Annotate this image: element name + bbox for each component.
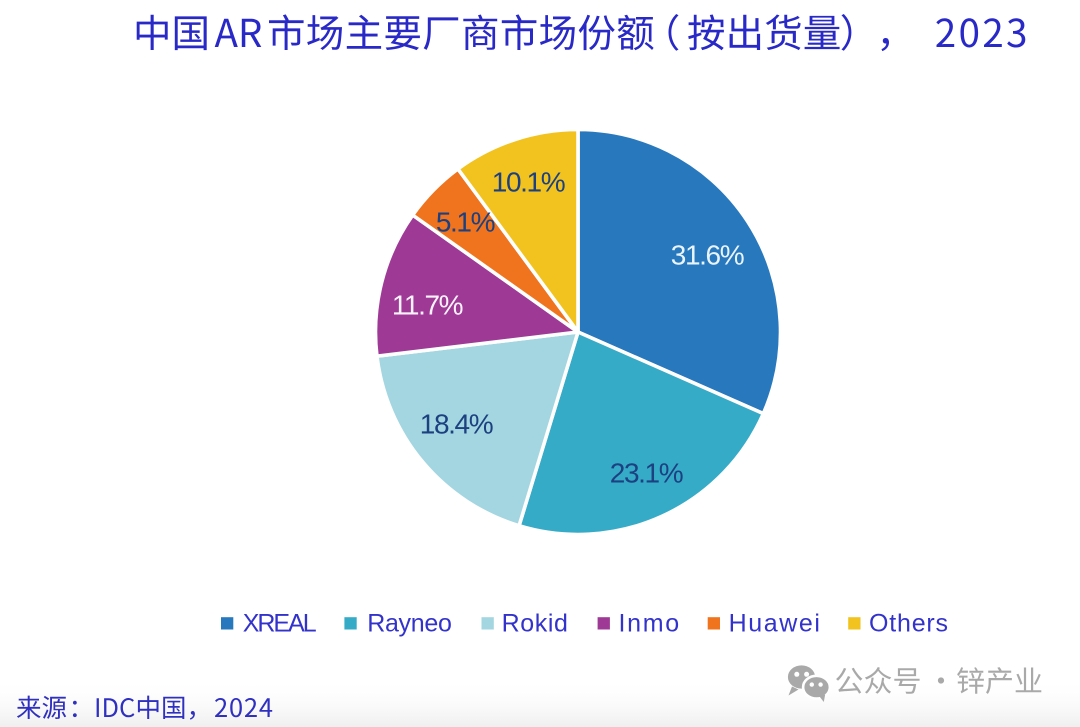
svg-text:Others: Others	[869, 610, 949, 638]
svg-text:31.6%: 31.6%	[671, 240, 744, 271]
svg-text:Rokid: Rokid	[502, 610, 569, 638]
svg-text:11.7%: 11.7%	[392, 290, 463, 321]
svg-text:XREAL: XREAL	[243, 610, 317, 638]
svg-text:23.1%: 23.1%	[610, 458, 683, 489]
svg-text:Huawei: Huawei	[729, 610, 822, 638]
svg-text:Rayneo: Rayneo	[367, 610, 451, 638]
svg-text:18.4%: 18.4%	[420, 409, 493, 440]
svg-text:10.1%: 10.1%	[492, 167, 565, 198]
svg-text:Inmo: Inmo	[619, 610, 681, 638]
svg-text:5.1%: 5.1%	[436, 207, 495, 238]
